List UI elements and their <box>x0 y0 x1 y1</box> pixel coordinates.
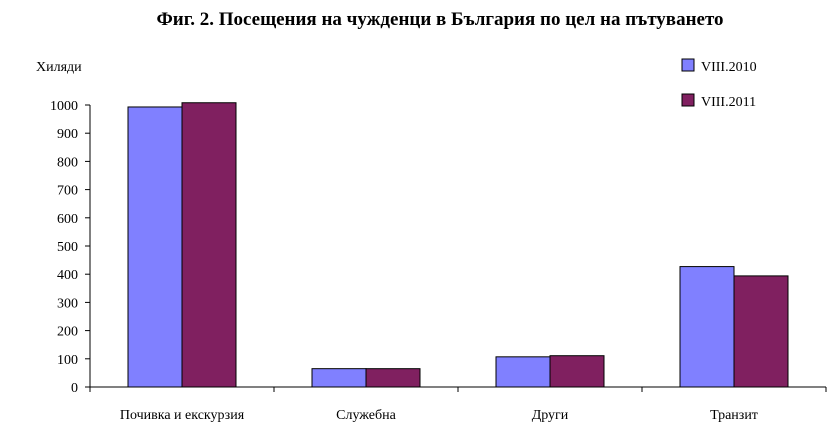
x-category-label: Служебна <box>336 408 396 423</box>
y-tick-label: 800 <box>57 155 78 170</box>
legend-label: VIII.2011 <box>701 95 756 110</box>
y-tick-label: 600 <box>57 212 78 227</box>
y-tick-label: 200 <box>57 325 78 340</box>
y-tick-label: 900 <box>57 127 78 142</box>
bar-series2 <box>365 368 421 388</box>
y-axis-unit-label: Хиляди <box>36 60 82 75</box>
legend-swatch <box>681 93 695 107</box>
bar-series1 <box>311 368 367 388</box>
bar-series2 <box>549 355 605 388</box>
y-tick-label: 1000 <box>50 99 78 114</box>
y-tick-label: 0 <box>71 381 78 396</box>
y-tick-label: 400 <box>57 268 78 283</box>
bar-series1 <box>127 106 183 388</box>
legend-swatch <box>681 58 695 72</box>
y-tick-label: 700 <box>57 184 78 199</box>
bar-series1 <box>679 266 735 388</box>
y-tick-label: 500 <box>57 240 78 255</box>
bar-series2 <box>181 102 237 388</box>
y-tick-label: 100 <box>57 353 78 368</box>
bar-series1 <box>495 356 551 388</box>
legend: VIII.2010 VIII.2011 <box>681 58 757 110</box>
x-category-label: Почивка и екскурзия <box>120 408 245 423</box>
plot-area: 0 100 200 300 400 500 600 700 800 900 1000 Почивка … <box>50 99 827 423</box>
chart-title: Фиг. 2. Посещения на чужденци в България… <box>156 9 723 30</box>
x-category-label: Транзит <box>710 408 758 423</box>
bar-series2 <box>733 275 789 388</box>
legend-label: VIII.2010 <box>701 60 757 75</box>
x-category-label: Други <box>532 408 569 423</box>
y-tick-label: 300 <box>57 296 78 311</box>
